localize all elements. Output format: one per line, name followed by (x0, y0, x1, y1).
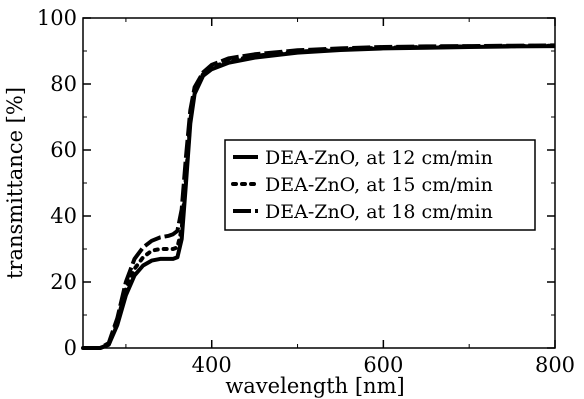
y-tick-label: 60 (50, 138, 77, 162)
legend-label-1: DEA-ZnO, at 12 cm/min (265, 147, 493, 169)
legend: DEA-ZnO, at 12 cm/min DEA-ZnO, at 15 cm/m… (224, 139, 536, 231)
y-tick-label: 40 (50, 204, 77, 228)
x-tick-label: 600 (363, 353, 403, 377)
axis-ticks: 0 20 40 60 80 100 400 600 800 (37, 6, 575, 377)
y-tick-label: 20 (50, 270, 77, 294)
series-line-3 (83, 43, 556, 350)
y-tick-label: 100 (37, 6, 77, 30)
x-axis-title: wavelength [nm] (225, 374, 404, 398)
y-tick-label: 0 (64, 336, 77, 360)
series-layer (81, 43, 557, 350)
legend-label-2: DEA-ZnO, at 15 cm/min (265, 174, 493, 196)
y-tick-label: 80 (50, 72, 77, 96)
legend-box (224, 139, 536, 231)
y-axis-title: transmittance [%] (3, 87, 27, 279)
x-tick-label: 800 (535, 353, 575, 377)
x-tick-label: 400 (192, 353, 232, 377)
legend-label-3: DEA-ZnO, at 18 cm/min (265, 201, 493, 223)
